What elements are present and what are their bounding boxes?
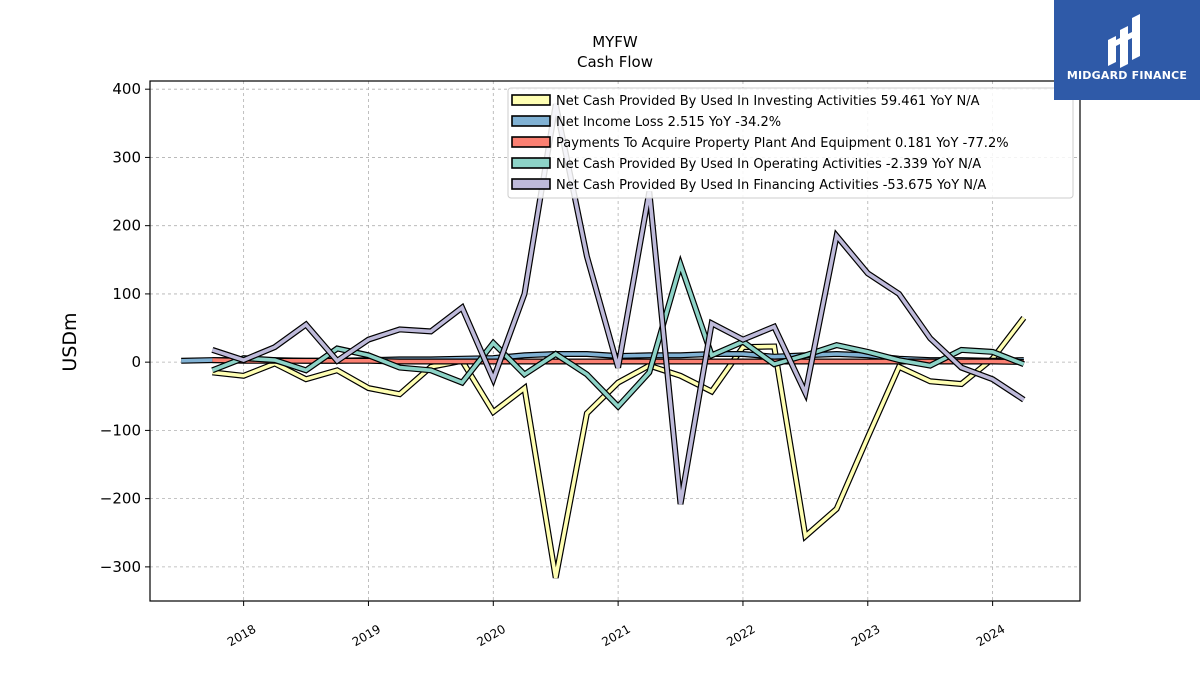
series-1 (212, 315, 1027, 579)
x-tick-label: 2019 (350, 622, 383, 649)
legend-box (507, 87, 1074, 199)
series-5 (211, 103, 1026, 505)
chart-subtitle: Cash Flow (577, 53, 653, 71)
logo-mark-icon (1108, 14, 1140, 68)
legend-swatch (511, 94, 551, 106)
brand-logo: MIDGARD FINANCE (1054, 0, 1200, 100)
plot-frame (149, 80, 1081, 602)
chart-title: MYFW (592, 33, 638, 51)
y-tick-label: 400 (112, 80, 141, 98)
series-line (211, 103, 1025, 505)
legend-label: Net Cash Provided By Used In Financing A… (556, 178, 986, 193)
x-tick-label: 2020 (475, 622, 508, 649)
legend-swatch (511, 157, 551, 169)
legend-label: Net Cash Provided By Used In Operating A… (556, 157, 981, 172)
y-tick-label: −300 (100, 558, 141, 576)
y-tick-label: 300 (112, 148, 141, 166)
x-tick-label: 2023 (849, 622, 882, 649)
logo-text: MIDGARD FINANCE (1066, 69, 1188, 82)
series-lines (181, 103, 1027, 579)
x-tick-label: 2021 (599, 622, 632, 649)
y-tick-label: −200 (100, 490, 141, 508)
legend-label: Net Income Loss 2.515 YoY -34.2% (556, 115, 781, 130)
y-tick-label: −100 (100, 421, 141, 439)
series-line (212, 316, 1026, 579)
y-axis-label: USDm (59, 312, 81, 371)
legend-label: Net Cash Provided By Used In Investing A… (556, 94, 980, 109)
legend-swatch (511, 136, 551, 148)
legend-label: Payments To Acquire Property Plant And E… (556, 136, 1009, 151)
y-tick-label: 100 (112, 285, 141, 303)
x-tick-label: 2024 (974, 622, 1007, 649)
y-tick-label: 0 (131, 353, 141, 371)
legend-swatch (511, 115, 551, 127)
x-tick-label: 2022 (724, 622, 757, 649)
legend: Net Cash Provided By Used In Investing A… (507, 87, 1074, 199)
x-tick-label: 2018 (225, 622, 258, 649)
legend-swatch (511, 178, 551, 190)
y-tick-label: 200 (112, 217, 141, 235)
